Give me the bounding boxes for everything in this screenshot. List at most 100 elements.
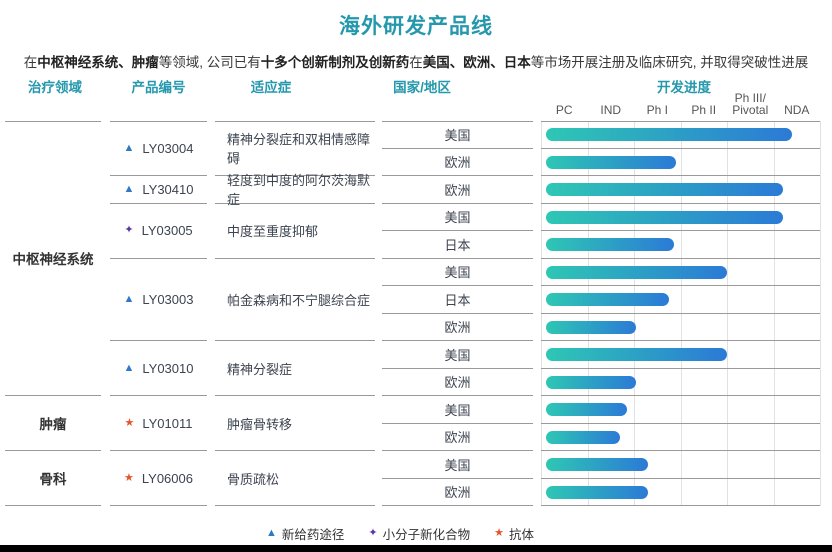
product-code-cell: ✦ LY03005	[110, 204, 207, 259]
indication-label: 精神分裂症和双相情感障碍	[227, 132, 371, 166]
area-cell: 骨科	[5, 451, 101, 506]
subtitle-segment: 在	[23, 55, 38, 70]
product-code-cell: ▲ LY03004	[110, 121, 207, 176]
indication-cell: 精神分裂症	[215, 341, 375, 396]
progress-bar	[546, 293, 669, 307]
product-code-cell: ▲ LY03003	[110, 259, 207, 341]
product-code: LY03004	[142, 140, 194, 156]
region-label: 美国	[444, 210, 471, 226]
column-header-code: 产品编号	[131, 80, 186, 95]
region-label: 欧洲	[444, 320, 471, 336]
indication-cell: 中度至重度抑郁	[215, 204, 375, 259]
gridline	[634, 121, 635, 506]
star-icon: ★	[124, 471, 134, 484]
indication-cell: 帕金森病和不宁腿综合症	[215, 259, 375, 341]
region-label: 欧洲	[444, 155, 471, 171]
progress-bar	[546, 458, 648, 472]
product-code: LY03010	[142, 360, 194, 376]
progress-row	[541, 396, 820, 424]
progress-row	[541, 424, 820, 451]
region-cell: 欧洲	[382, 149, 533, 176]
stage-label-nda: NDA	[784, 103, 810, 117]
triangle-icon: ▲	[123, 141, 135, 154]
stage-label-phii: Ph II	[691, 103, 717, 117]
area-cell: 肿瘤	[5, 396, 101, 451]
indication-cell: 肿瘤骨转移	[215, 396, 375, 451]
legend-item-triangle: ▲ 新给药途径	[266, 524, 344, 543]
progress-row	[541, 121, 820, 149]
progress-row	[541, 286, 820, 314]
region-label: 美国	[444, 265, 471, 281]
four-point-star-icon: ✦	[368, 526, 378, 539]
product-code-cell: ★ LY06006	[110, 451, 207, 506]
region-label: 美国	[444, 457, 471, 473]
subtitle-segment: 等市场开展注册及临床研究, 并取得突破性进展	[530, 55, 809, 70]
product-code: LY03003	[142, 291, 194, 307]
bottom-bar	[0, 545, 832, 552]
header-rule	[5, 121, 101, 122]
progress-bar	[546, 183, 783, 197]
progress-bar	[546, 265, 727, 279]
page-title: 海外研发产品线	[339, 15, 493, 38]
region-cell: 日本	[382, 231, 533, 259]
column-header-progress: 开发进度	[657, 80, 711, 95]
product-code: LY01011	[142, 415, 193, 431]
progress-row	[541, 369, 820, 396]
region-cell: 欧洲	[382, 176, 533, 204]
gridline	[820, 121, 821, 506]
region-cell: 美国	[382, 204, 533, 231]
legend-label: 小分子新化合物	[382, 527, 471, 542]
area-label: 中枢神经系统	[12, 252, 94, 267]
region-cell: 美国	[382, 341, 533, 369]
subtitle-segment: 美国、欧洲、日本	[422, 55, 531, 70]
indication-label: 精神分裂症	[227, 361, 293, 377]
indication-label: 肿瘤骨转移	[227, 416, 293, 432]
progress-bar	[546, 348, 727, 362]
progress-bar	[546, 320, 637, 334]
legend-item-four-point-star: ✦ 小分子新化合物	[368, 524, 470, 543]
progress-row	[541, 451, 820, 479]
triangle-icon: ▲	[265, 526, 277, 539]
product-code: LY03005	[141, 223, 193, 238]
progress-row	[541, 204, 820, 231]
star-icon: ★	[494, 526, 504, 539]
indication-label: 帕金森病和不宁腿综合症	[227, 292, 371, 308]
region-label: 美国	[444, 127, 471, 143]
header-rule	[215, 121, 375, 122]
column-header-area: 治疗领域	[28, 80, 82, 95]
stage-label-phi: Ph I	[646, 103, 668, 117]
area-label: 肿瘤	[39, 417, 67, 432]
progress-bar	[546, 128, 793, 142]
progress-row	[541, 341, 820, 369]
subtitle-segment: 十多个创新制剂及创新药	[260, 55, 410, 70]
product-code-cell: ★ LY01011	[110, 396, 207, 451]
triangle-icon: ▲	[123, 292, 135, 305]
region-label: 美国	[444, 347, 471, 363]
region-cell: 美国	[382, 121, 533, 149]
stage-label-phiii: Ph III/Pivotal	[732, 91, 769, 117]
progress-bar	[546, 375, 637, 389]
header-rule	[110, 121, 207, 122]
indication-cell: 骨质疏松	[215, 451, 375, 506]
progress-row	[541, 176, 820, 204]
product-code: LY06006	[141, 470, 193, 486]
region-cell: 美国	[382, 259, 533, 286]
progress-bar	[546, 155, 676, 169]
progress-bar	[546, 238, 674, 252]
region-label: 欧洲	[444, 375, 471, 391]
region-cell: 日本	[382, 286, 533, 314]
region-label: 欧洲	[444, 182, 471, 198]
region-label: 欧洲	[444, 485, 471, 501]
legend-label: 抗体	[509, 527, 535, 542]
triangle-icon: ▲	[123, 182, 135, 195]
header-rule	[541, 121, 820, 122]
progress-row	[541, 231, 820, 259]
indication-label: 骨质疏松	[227, 471, 280, 487]
progress-row	[541, 149, 820, 176]
region-label: 美国	[444, 402, 471, 418]
column-header-region: 国家/地区	[393, 80, 451, 95]
progress-bar	[546, 430, 621, 444]
region-label: 欧洲	[444, 430, 471, 446]
progress-row	[541, 314, 820, 341]
indication-label: 中度至重度抑郁	[227, 224, 319, 239]
